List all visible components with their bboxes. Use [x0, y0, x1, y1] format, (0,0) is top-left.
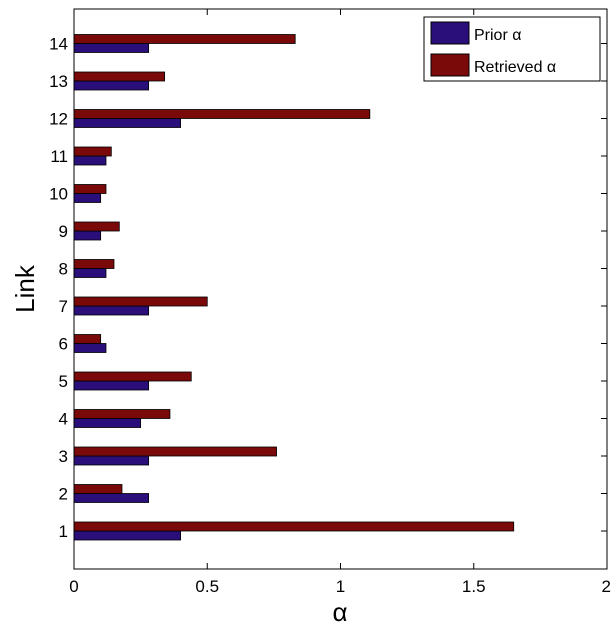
bar-prior-link-7 [73, 305, 150, 316]
bar-prior-link-13 [73, 80, 150, 91]
bar-prior-link-6 [73, 343, 107, 353]
bar-retrieved-link-6 [73, 334, 102, 344]
bar-retrieved-link-5 [73, 371, 192, 382]
y-tick-label: 12 [49, 110, 68, 129]
x-tick-label: 0.5 [195, 577, 219, 596]
y-tick-label: 6 [59, 335, 68, 354]
y-tick-label: 11 [50, 147, 68, 166]
bar-retrieved-link-9 [73, 221, 120, 232]
legend: Prior α Retrieved α [423, 16, 601, 82]
bar-retrieved-link-3 [73, 446, 277, 457]
bar-prior-link-12 [73, 118, 181, 128]
bar-prior-link-5 [73, 380, 150, 391]
y-tick-label: 7 [59, 297, 68, 316]
y-tick-label: 2 [59, 485, 68, 504]
y-tick-label: 9 [59, 222, 68, 241]
plot-frame [73, 8, 608, 570]
y-tick-label: 8 [59, 260, 68, 279]
bar-prior-link-1 [73, 530, 181, 541]
bar-prior-link-10 [73, 193, 102, 203]
plot-area [74, 9, 607, 569]
y-tick-label: 3 [59, 447, 68, 466]
bar-prior-link-4 [73, 418, 142, 428]
bar-prior-link-8 [73, 268, 107, 278]
y-tick-label: 14 [49, 35, 68, 54]
bar-prior-link-14 [73, 43, 150, 53]
bar-retrieved-link-7 [73, 296, 208, 307]
y-tick-label: 5 [59, 372, 68, 391]
x-tick-label: 0 [69, 577, 78, 596]
bar-retrieved-link-13 [73, 71, 166, 82]
x-tick-label: 1 [336, 577, 345, 596]
legend-swatch-prior [430, 21, 470, 45]
bar-prior-link-3 [73, 455, 150, 466]
bar-retrieved-link-10 [73, 184, 107, 194]
bar-retrieved-link-12 [73, 109, 371, 119]
legend-swatch-retrieved [430, 53, 470, 77]
bar-retrieved-link-1 [73, 521, 515, 532]
bar-prior-link-11 [73, 155, 107, 166]
y-axis-title: Link [10, 264, 40, 313]
x-tick-label: 2 [602, 577, 611, 596]
y-tick-label: 13 [49, 72, 68, 91]
bar-prior-link-9 [73, 230, 102, 241]
bar-retrieved-link-8 [73, 259, 115, 269]
bar-retrieved-link-11 [73, 146, 112, 157]
x-tick-label: 1.5 [462, 577, 486, 596]
legend-label-prior: Prior α [474, 27, 521, 44]
bar-prior-link-2 [73, 493, 150, 503]
y-tick-label: 10 [49, 185, 68, 204]
legend-label-retrieved: Retrieved α [474, 59, 556, 76]
bar-retrieved-link-14 [73, 34, 296, 44]
bar-retrieved-link-2 [73, 484, 123, 494]
x-axis-title: α [332, 597, 347, 627]
y-tick-label: 1 [59, 522, 68, 541]
bar-retrieved-link-4 [73, 409, 171, 419]
y-tick-label: 4 [59, 410, 68, 429]
